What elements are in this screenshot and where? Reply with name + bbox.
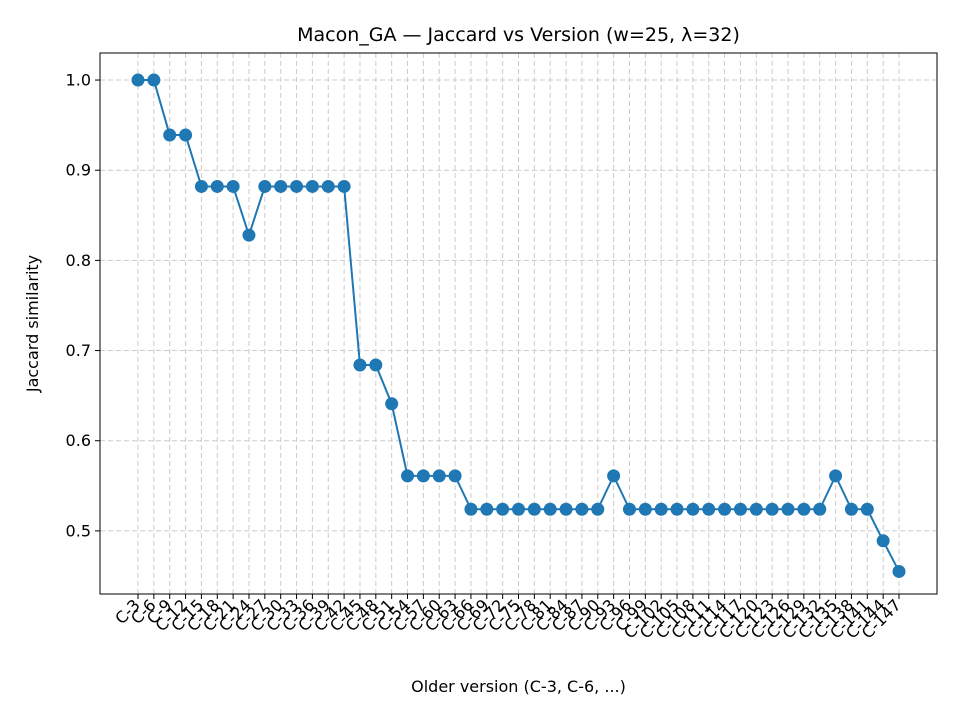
data-point [512, 502, 525, 516]
data-point [575, 502, 589, 516]
data-point [258, 179, 272, 193]
data-point [718, 502, 732, 516]
data-point [765, 502, 779, 516]
data-point [702, 502, 716, 516]
y-axis: 0.5 0.6 0.7 0.8 0.9 1.0 [66, 71, 100, 540]
data-point [480, 502, 494, 516]
data-point [591, 502, 605, 516]
data-point [622, 502, 636, 516]
data-point [242, 228, 256, 242]
data-point [321, 179, 335, 193]
data-point [448, 469, 462, 483]
data-point [527, 502, 541, 516]
data-point [559, 502, 573, 516]
y-tick-label: 0.7 [66, 341, 91, 360]
data-point [305, 179, 319, 193]
data-point [369, 358, 383, 372]
data-point [638, 502, 652, 516]
data-point [543, 502, 557, 516]
x-axis: C-3C-6C-9C-12C-15C-18C-21C-24C-27C-30C-3… [111, 594, 905, 642]
data-point [274, 179, 288, 193]
data-point [607, 469, 621, 483]
data-point [432, 469, 446, 483]
data-point [290, 179, 304, 193]
data-point [496, 502, 510, 516]
data-point [797, 502, 811, 516]
y-tick-label: 0.5 [66, 521, 91, 540]
data-point [194, 179, 208, 193]
data-point [749, 502, 763, 516]
data-point [813, 502, 827, 516]
data-point [147, 73, 161, 87]
data-point [654, 502, 668, 516]
y-tick-label: 0.8 [66, 251, 91, 270]
data-point [892, 564, 906, 578]
y-axis-label: Jaccard similarity [23, 255, 42, 393]
data-point [829, 469, 843, 483]
x-axis-label: Older version (C-3, C-6, ...) [411, 677, 626, 696]
data-point [733, 502, 747, 516]
data-point [401, 469, 415, 483]
data-point [670, 502, 684, 516]
data-point [353, 358, 367, 372]
y-tick-label: 0.9 [66, 161, 91, 180]
y-tick-label: 1.0 [66, 71, 91, 90]
series-layer [131, 73, 906, 578]
data-point [226, 179, 240, 193]
data-point [686, 502, 700, 516]
data-point [416, 469, 430, 483]
chart-title: Macon_GA — Jaccard vs Version (w=25, λ=3… [297, 24, 740, 46]
data-point [844, 502, 858, 516]
data-point [781, 502, 795, 516]
data-point [210, 179, 224, 193]
data-point [876, 534, 890, 548]
data-point [131, 73, 145, 87]
data-point [464, 502, 478, 516]
data-point [179, 128, 193, 142]
data-point [860, 502, 874, 516]
y-tick-label: 0.6 [66, 431, 91, 450]
data-point [337, 179, 351, 193]
data-point [385, 397, 399, 411]
data-point [163, 128, 177, 142]
